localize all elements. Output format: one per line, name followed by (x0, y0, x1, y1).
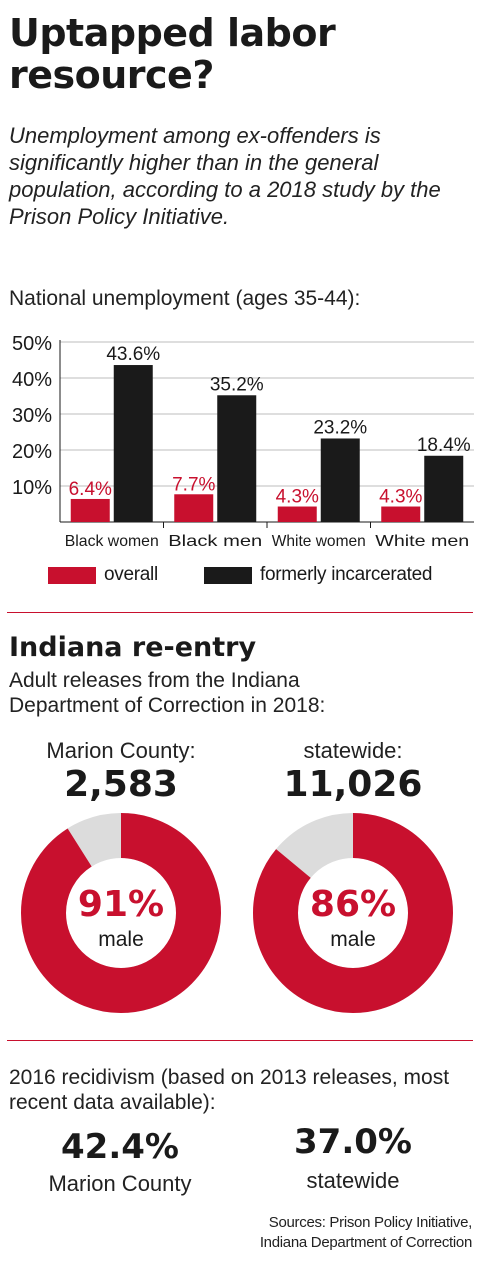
sources: Sources: Prison Policy Initiative, India… (260, 1213, 472, 1253)
data-label-formerly-incarcerated: 43.6% (106, 344, 160, 365)
bar-overall (277, 506, 317, 522)
bar-formerly-incarcerated (320, 438, 360, 522)
legend-overall: overall (48, 564, 158, 586)
data-label-overall: 4.3% (276, 487, 319, 508)
legend-incarcerated-swatch (204, 566, 252, 584)
bar-overall (174, 494, 214, 522)
data-label-overall: 7.7% (172, 474, 215, 495)
statewide-donut-chart (253, 813, 453, 1013)
y-tick-label: 20% (12, 441, 52, 463)
unemployment-bar-chart: 10% 20% 30% 40% 50% 6.4% 43.6% Black women 7.7% 3… (12, 333, 474, 550)
data-label-formerly-incarcerated: 23.2% (313, 417, 367, 438)
y-tick-label: 50% (12, 333, 52, 355)
legend-incarcerated: formerly incarcerated (204, 564, 432, 586)
marion-label: Marion County: (46, 738, 196, 763)
releases-label: Adult releases from the Indiana Departme… (9, 669, 326, 717)
data-label-overall: 6.4% (69, 479, 112, 500)
marion-number: 2,583 (64, 764, 178, 805)
category-label: Black men (168, 533, 262, 550)
sources-line-2: Indiana Department of Correction (259, 1234, 472, 1251)
bar-overall (70, 498, 110, 522)
recidivism-label: 2016 recidivism (based on 2013 releases,… (9, 1066, 450, 1114)
marion-header: Marion County: 2,583 (6, 738, 236, 806)
section-heading: Indiana re-entry (9, 632, 257, 663)
page-title: Uptapped labor resource? (9, 11, 336, 97)
marion-recidivism-value: 42.4% (61, 1127, 179, 1167)
marion-recidivism-caption: Marion County (48, 1171, 192, 1196)
legend-incarcerated-label: formerly incarcerated (260, 564, 433, 585)
marion-donut-chart (21, 813, 221, 1013)
statewide-male-label: male (330, 928, 376, 951)
bar-overall (381, 506, 421, 522)
divider-top (7, 612, 473, 613)
bar-formerly-incarcerated (217, 395, 257, 522)
statewide-male-slice (253, 813, 453, 1013)
data-label-formerly-incarcerated: 35.2% (210, 374, 264, 395)
bar-formerly-incarcerated (113, 365, 153, 522)
y-tick-label: 40% (12, 369, 52, 391)
statewide-recidivism-value: 37.0% (294, 1122, 412, 1162)
data-label-formerly-incarcerated: 18.4% (417, 435, 471, 456)
y-tick-label: 10% (12, 477, 52, 499)
divider-bottom (7, 1040, 473, 1041)
statewide-header: statewide: 11,026 (238, 738, 468, 806)
bar-formerly-incarcerated (424, 455, 464, 522)
sources-line-1: Sources: Prison Policy Initiative, (268, 1214, 473, 1231)
y-tick-label: 30% (12, 405, 52, 427)
marion-male-slice (21, 813, 221, 1013)
statewide-number: 11,026 (283, 764, 423, 805)
category-label: Black women (65, 533, 159, 550)
marion-male-label: male (98, 928, 144, 951)
subtitle: Unemployment among ex-offenders is signi… (9, 123, 441, 229)
legend-overall-swatch (48, 566, 96, 584)
statewide-percent: 86% (309, 884, 397, 925)
legend-overall-label: overall (104, 564, 158, 585)
category-label: White men (375, 533, 469, 550)
marion-percent: 91% (77, 884, 165, 925)
statewide-label: statewide: (303, 738, 403, 763)
chart-label: National unemployment (ages 35-44): (9, 287, 361, 310)
statewide-recidivism-caption: statewide (306, 1168, 400, 1193)
category-label: White women (272, 533, 366, 550)
data-label-overall: 4.3% (379, 487, 422, 508)
